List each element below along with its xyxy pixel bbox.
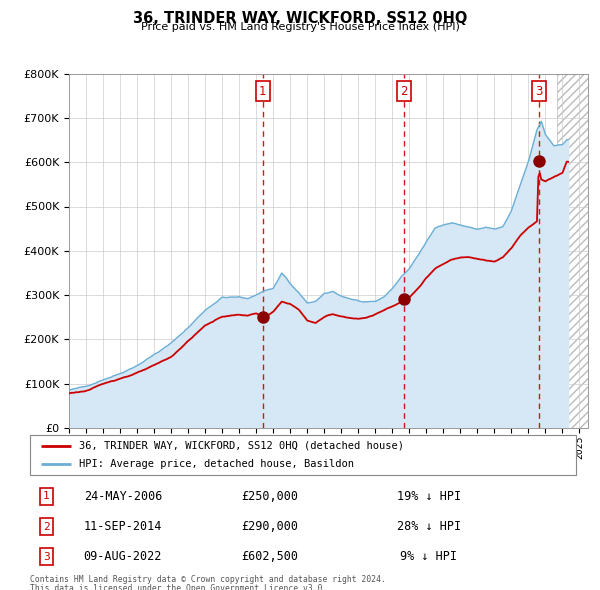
Text: 3: 3 — [43, 552, 50, 562]
Text: This data is licensed under the Open Government Licence v3.0.: This data is licensed under the Open Gov… — [30, 584, 328, 590]
Text: Price paid vs. HM Land Registry's House Price Index (HPI): Price paid vs. HM Land Registry's House … — [140, 22, 460, 32]
Text: £602,500: £602,500 — [242, 550, 299, 563]
Text: 09-AUG-2022: 09-AUG-2022 — [83, 550, 162, 563]
Text: 24-MAY-2006: 24-MAY-2006 — [83, 490, 162, 503]
Text: 2: 2 — [43, 522, 50, 532]
Text: 3: 3 — [535, 85, 542, 98]
Text: 11-SEP-2014: 11-SEP-2014 — [83, 520, 162, 533]
Text: Contains HM Land Registry data © Crown copyright and database right 2024.: Contains HM Land Registry data © Crown c… — [30, 575, 386, 584]
Text: £290,000: £290,000 — [242, 520, 299, 533]
Text: 19% ↓ HPI: 19% ↓ HPI — [397, 490, 461, 503]
Text: 2: 2 — [400, 85, 408, 98]
FancyBboxPatch shape — [30, 435, 576, 475]
Text: 36, TRINDER WAY, WICKFORD, SS12 0HQ: 36, TRINDER WAY, WICKFORD, SS12 0HQ — [133, 11, 467, 25]
Text: HPI: Average price, detached house, Basildon: HPI: Average price, detached house, Basi… — [79, 459, 354, 469]
Text: 36, TRINDER WAY, WICKFORD, SS12 0HQ (detached house): 36, TRINDER WAY, WICKFORD, SS12 0HQ (det… — [79, 441, 404, 451]
Text: 9% ↓ HPI: 9% ↓ HPI — [400, 550, 457, 563]
Text: 1: 1 — [43, 491, 50, 502]
Text: 28% ↓ HPI: 28% ↓ HPI — [397, 520, 461, 533]
Text: £250,000: £250,000 — [242, 490, 299, 503]
Text: 1: 1 — [259, 85, 266, 98]
